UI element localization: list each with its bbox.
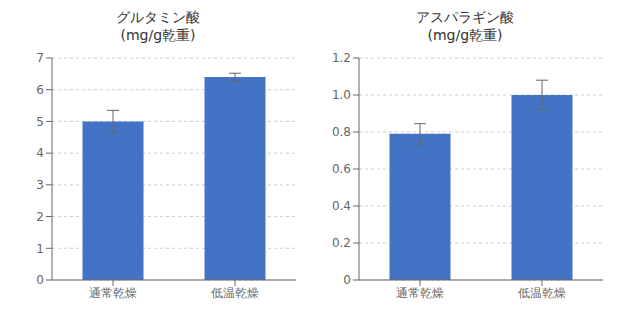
svg-text:0.8: 0.8 — [332, 125, 351, 139]
svg-text:2: 2 — [36, 210, 44, 224]
svg-text:1: 1 — [36, 242, 44, 256]
svg-text:7: 7 — [36, 51, 44, 65]
html-text:アスパラギン酸: アスパラギン酸 — [416, 9, 514, 25]
svg-text:5: 5 — [36, 115, 44, 129]
html-text:グルタミン酸: グルタミン酸 — [116, 9, 200, 25]
svg-text:通常乾燥: 通常乾燥 — [89, 286, 137, 300]
svg-text:通常乾燥: 通常乾燥 — [396, 286, 444, 300]
svg-text:1.0: 1.0 — [332, 88, 351, 102]
svg-text:低温乾燥: 低温乾燥 — [518, 286, 566, 300]
svg-text:0: 0 — [36, 273, 44, 287]
svg-text:0.2: 0.2 — [332, 236, 351, 250]
html-text:(mg/g乾重): (mg/g乾重) — [120, 27, 196, 43]
svg-text:0: 0 — [343, 273, 351, 287]
html-text:(mg/g乾重): (mg/g乾重) — [427, 27, 503, 43]
svg-text:低温乾燥: 低温乾燥 — [211, 286, 259, 300]
svg-text:0.6: 0.6 — [332, 162, 351, 176]
svg-text:0.4: 0.4 — [332, 199, 351, 213]
svg-text:6: 6 — [36, 83, 44, 97]
svg-text:4: 4 — [36, 146, 44, 160]
svg-text:3: 3 — [36, 178, 44, 192]
svg-text:1.2: 1.2 — [332, 51, 351, 65]
